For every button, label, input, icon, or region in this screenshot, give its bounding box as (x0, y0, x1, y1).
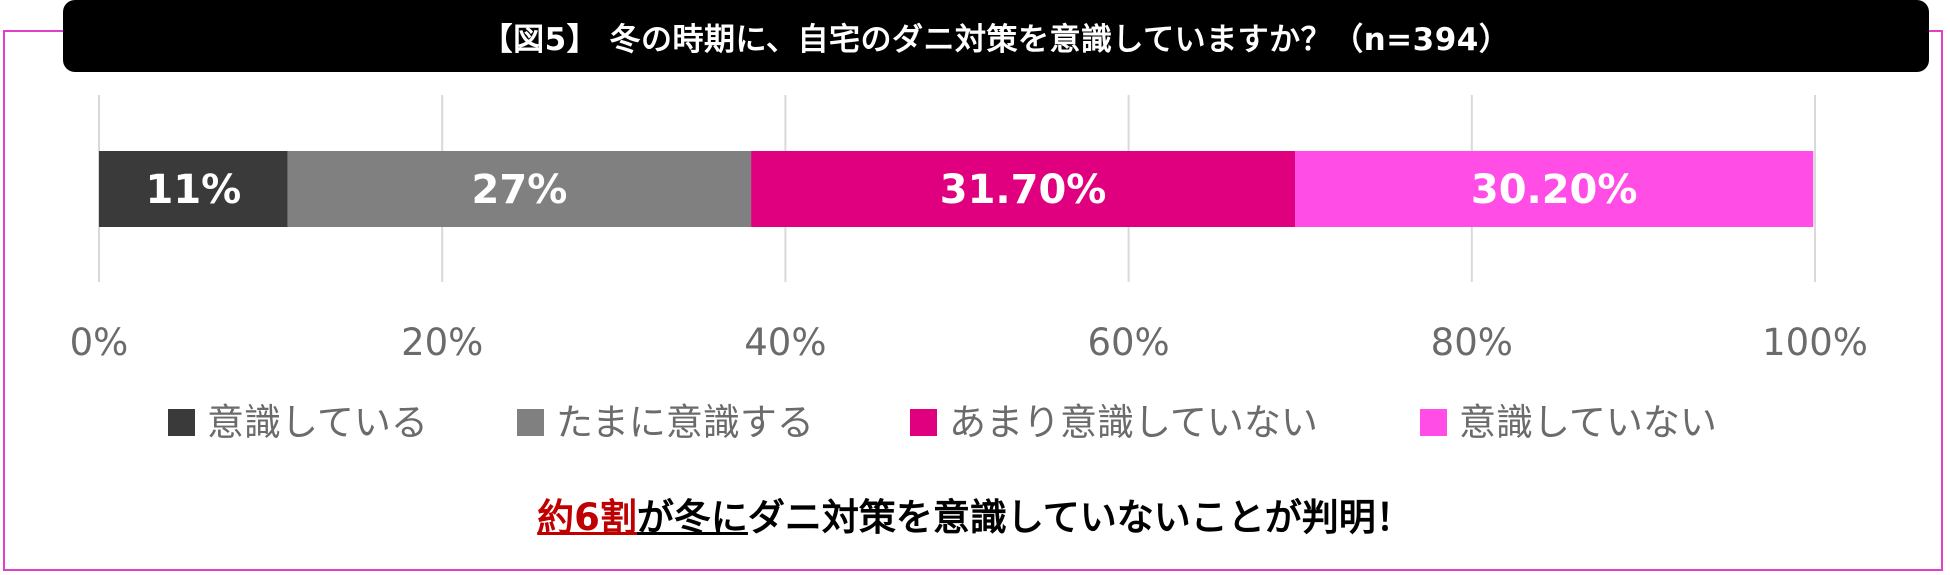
x-tick-label-1: 20% (401, 321, 483, 364)
data-label-1: 27% (472, 167, 568, 213)
legend-label-2: あまり意識していない (949, 401, 1318, 444)
legend: 意識している たまに意識する あまり意識していない 意識していない (0, 394, 1950, 444)
x-tick-label-0: 0% (70, 321, 129, 364)
legend-swatch-0 (168, 408, 195, 436)
legend-item-0: 意識している (168, 394, 428, 444)
conclusion-rest: ダニ対策を意識していないことが判明！ (747, 496, 1413, 539)
bar-segment-2 (751, 151, 1296, 227)
legend-item-1: たまに意識する (517, 394, 814, 444)
x-tick-label-5: 100% (1762, 321, 1868, 364)
legend-label-3: 意識していない (1459, 401, 1717, 444)
data-label-3: 30.20% (1471, 167, 1638, 213)
legend-swatch-2 (910, 408, 937, 436)
legend-swatch-3 (1420, 408, 1447, 436)
data-label-2: 31.70% (940, 167, 1107, 213)
bar-segment-1 (287, 151, 752, 227)
x-tick-label-2: 40% (744, 321, 826, 364)
bar-segment-0 (99, 151, 288, 227)
x-tick-label-4: 80% (1431, 321, 1513, 364)
chart-title-bar: 【図5】 冬の時期に、自宅のダニ対策を意識していますか？（n=394） (63, 0, 1929, 72)
legend-label-1: たまに意識する (556, 401, 814, 444)
bar-segment-3 (1295, 151, 1814, 227)
chart-title: 【図5】 冬の時期に、自宅のダニ対策を意識していますか？（n=394） (481, 21, 1511, 58)
legend-label-0: 意識している (207, 401, 428, 444)
conclusion-underlined: が冬に (636, 496, 748, 539)
conclusion-highlight: 約6割 (537, 496, 637, 539)
data-label-0: 11% (146, 167, 242, 213)
x-tick-label-3: 60% (1087, 321, 1169, 364)
legend-item-3: 意識していない (1420, 394, 1717, 444)
legend-swatch-1 (517, 408, 544, 436)
conclusion-text: 約6割が冬にダニ対策を意識していないことが判明！ (0, 487, 1950, 541)
legend-item-2: あまり意識していない (910, 394, 1318, 444)
